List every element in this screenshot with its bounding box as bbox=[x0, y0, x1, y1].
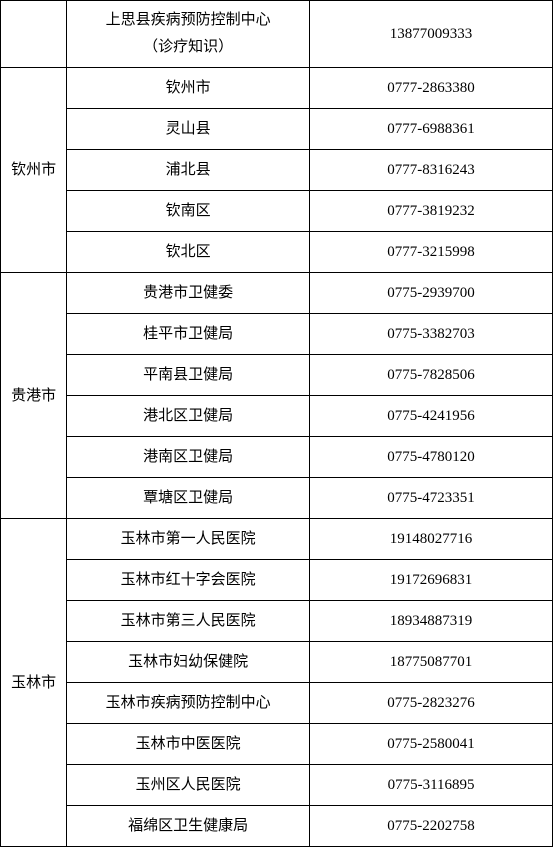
phone-cell: 19148027716 bbox=[310, 519, 553, 560]
table-row: 港北区卫健局 0775-4241956 bbox=[1, 396, 553, 437]
table-row: 玉林市红十字会医院 19172696831 bbox=[1, 560, 553, 601]
name-cell: 玉林市中医医院 bbox=[67, 724, 310, 765]
name-cell: 福绵区卫生健康局 bbox=[67, 806, 310, 847]
name-cell: 港南区卫健局 bbox=[67, 437, 310, 478]
name-cell: 港北区卫健局 bbox=[67, 396, 310, 437]
name-cell: 玉林市第一人民医院 bbox=[67, 519, 310, 560]
table-row: 灵山县 0777-6988361 bbox=[1, 109, 553, 150]
table-row: 上思县疾病预防控制中心 （诊疗知识） 13877009333 bbox=[1, 1, 553, 68]
table-row: 福绵区卫生健康局 0775-2202758 bbox=[1, 806, 553, 847]
table-row: 玉林市疾病预防控制中心 0775-2823276 bbox=[1, 683, 553, 724]
name-cell: 桂平市卫健局 bbox=[67, 314, 310, 355]
table-row: 港南区卫健局 0775-4780120 bbox=[1, 437, 553, 478]
phone-cell: 0775-3382703 bbox=[310, 314, 553, 355]
table-row: 玉林市 玉林市第一人民医院 19148027716 bbox=[1, 519, 553, 560]
table-row: 玉林市第三人民医院 18934887319 bbox=[1, 601, 553, 642]
name-cell: 上思县疾病预防控制中心 （诊疗知识） bbox=[67, 1, 310, 68]
phone-cell: 0775-4723351 bbox=[310, 478, 553, 519]
name-cell: 玉林市妇幼保健院 bbox=[67, 642, 310, 683]
name-cell: 玉州区人民医院 bbox=[67, 765, 310, 806]
table-row: 钦州市 钦州市 0777-2863380 bbox=[1, 68, 553, 109]
name-cell: 钦州市 bbox=[67, 68, 310, 109]
phone-cell: 0777-6988361 bbox=[310, 109, 553, 150]
phone-cell: 0775-2580041 bbox=[310, 724, 553, 765]
name-cell: 灵山县 bbox=[67, 109, 310, 150]
table-row: 玉州区人民医院 0775-3116895 bbox=[1, 765, 553, 806]
name-cell: 浦北县 bbox=[67, 150, 310, 191]
phone-cell: 0775-2823276 bbox=[310, 683, 553, 724]
name-cell: 玉林市疾病预防控制中心 bbox=[67, 683, 310, 724]
name-cell: 覃塘区卫健局 bbox=[67, 478, 310, 519]
phone-cell: 0777-8316243 bbox=[310, 150, 553, 191]
name-cell: 玉林市第三人民医院 bbox=[67, 601, 310, 642]
phone-cell: 0775-2939700 bbox=[310, 273, 553, 314]
phone-cell: 0777-3215998 bbox=[310, 232, 553, 273]
phone-cell: 0775-2202758 bbox=[310, 806, 553, 847]
phone-cell: 0775-3116895 bbox=[310, 765, 553, 806]
region-cell: 钦州市 bbox=[1, 68, 67, 273]
table-row: 玉林市妇幼保健院 18775087701 bbox=[1, 642, 553, 683]
name-cell: 平南县卫健局 bbox=[67, 355, 310, 396]
name-cell: 玉林市红十字会医院 bbox=[67, 560, 310, 601]
table-row: 平南县卫健局 0775-7828506 bbox=[1, 355, 553, 396]
region-cell: 玉林市 bbox=[1, 519, 67, 847]
name-cell: 贵港市卫健委 bbox=[67, 273, 310, 314]
table-row: 钦南区 0777-3819232 bbox=[1, 191, 553, 232]
table-row: 贵港市 贵港市卫健委 0775-2939700 bbox=[1, 273, 553, 314]
name-cell: 钦南区 bbox=[67, 191, 310, 232]
phone-cell: 19172696831 bbox=[310, 560, 553, 601]
table-row: 覃塘区卫健局 0775-4723351 bbox=[1, 478, 553, 519]
table-body: 上思县疾病预防控制中心 （诊疗知识） 13877009333 钦州市 钦州市 0… bbox=[1, 1, 553, 847]
region-cell bbox=[1, 1, 67, 68]
phone-cell: 18934887319 bbox=[310, 601, 553, 642]
phone-cell: 0777-2863380 bbox=[310, 68, 553, 109]
table-row: 钦北区 0777-3215998 bbox=[1, 232, 553, 273]
table-row: 玉林市中医医院 0775-2580041 bbox=[1, 724, 553, 765]
table-row: 浦北县 0777-8316243 bbox=[1, 150, 553, 191]
phone-cell: 0777-3819232 bbox=[310, 191, 553, 232]
region-cell: 贵港市 bbox=[1, 273, 67, 519]
phone-cell: 0775-4241956 bbox=[310, 396, 553, 437]
table-row: 桂平市卫健局 0775-3382703 bbox=[1, 314, 553, 355]
phone-cell: 13877009333 bbox=[310, 1, 553, 68]
contact-table: 上思县疾病预防控制中心 （诊疗知识） 13877009333 钦州市 钦州市 0… bbox=[0, 0, 553, 847]
phone-cell: 0775-4780120 bbox=[310, 437, 553, 478]
phone-cell: 18775087701 bbox=[310, 642, 553, 683]
name-line1: 上思县疾病预防控制中心 bbox=[71, 7, 305, 34]
phone-cell: 0775-7828506 bbox=[310, 355, 553, 396]
name-line2: （诊疗知识） bbox=[71, 34, 305, 61]
name-cell: 钦北区 bbox=[67, 232, 310, 273]
